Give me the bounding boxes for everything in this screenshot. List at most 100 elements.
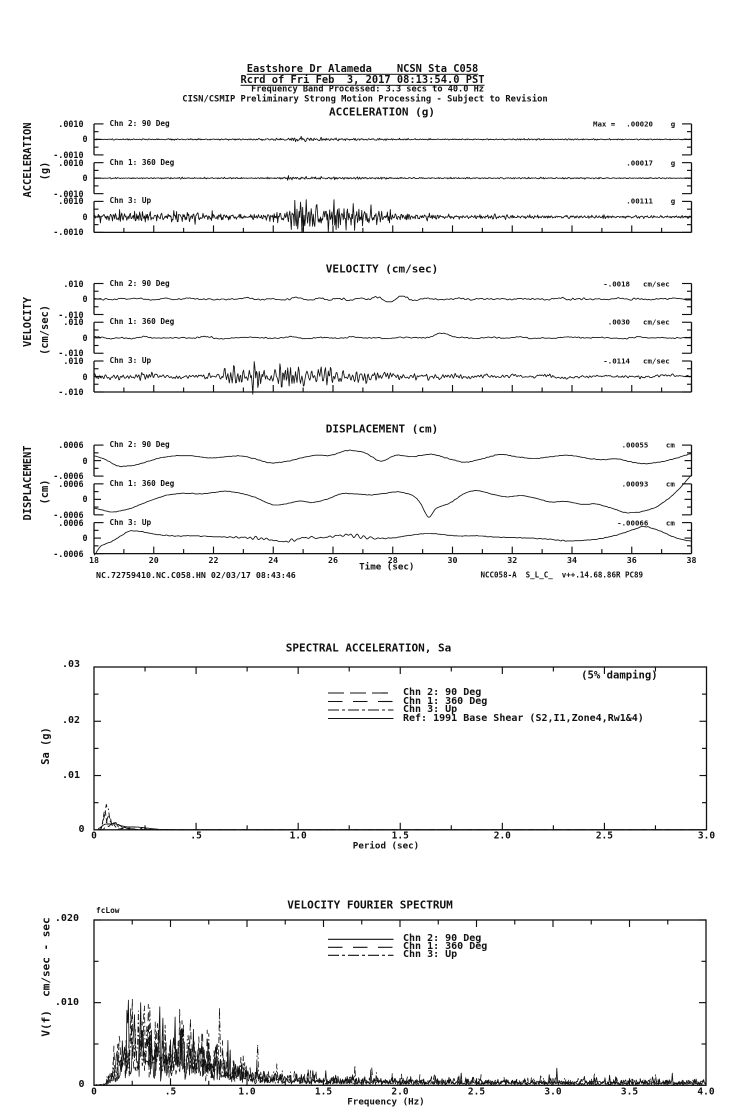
accel-trace-0-channel-label: Chn 2: 90 Deg [109, 119, 170, 129]
accel-trace-1-ytick-top: .0010 [58, 157, 84, 168]
accel-trace-0-ytick-zero: 0 [82, 134, 88, 145]
time-tick-label-28: 28 [387, 554, 398, 565]
accel-trace-1-waveform [93, 175, 692, 181]
fourier-xtick-label-2: 1.0 [238, 1086, 256, 1098]
disp-trace-1-max-unit: cm [665, 479, 675, 489]
fourier-legend-label-0: Chn 2: 90 Deg [403, 933, 482, 945]
time-tick-label-22: 22 [208, 554, 219, 565]
sa-legend-label-1: Chn 1: 360 Deg [403, 695, 488, 707]
vel-trace-0-ytick-zero: 0 [82, 293, 88, 304]
accel-trace-1-max-value: .00017 [626, 157, 653, 167]
header-station-line: Eastshore Dr Alameda NCSN Sta C058 [246, 63, 479, 76]
disp-trace-1-max-value: .00093 [621, 479, 649, 489]
fourier-ytick-label-2: 0 [78, 1079, 85, 1091]
disp-trace-2-waveform [93, 526, 692, 556]
fourier-legend-label-2: Chn 3: Up [403, 949, 458, 961]
vel-trace-2-max-value: -.0114 [603, 356, 630, 366]
sa-xlabel: Period (sec) [352, 839, 420, 851]
sa-frame [93, 666, 708, 831]
time-tick-label-26: 26 [328, 554, 338, 565]
sa-legend-label-0: Chn 2: 90 Deg [403, 687, 482, 698]
vel-trace-0-max-value: -.0018 [603, 278, 630, 288]
time-tick-label-18: 18 [89, 554, 99, 565]
disp-trace-0-ytick-zero: 0 [82, 455, 88, 466]
disp-trace-0-channel-label: Chn 2: 90 Deg [109, 440, 170, 450]
sa-curve-0 [98, 809, 707, 831]
fourier-xtick-label-5: 2.5 [467, 1086, 486, 1098]
disp-trace-2-max-unit: cm [665, 517, 675, 527]
sa-xtick-label-6: 3.0 [697, 830, 716, 842]
sa-xtick-label-5: 2.5 [595, 830, 613, 842]
vel-trace-1-ytick-zero: 0 [82, 332, 88, 343]
disp-trace-0-max-unit: cm [665, 440, 675, 450]
fourier-curve-0 [95, 999, 706, 1086]
sa-ytick-label-2: .01 [61, 769, 80, 781]
disp-trace-0-max-value: .00055 [621, 440, 649, 450]
sa-curve-1 [98, 814, 707, 831]
vel-trace-2-waveform [93, 361, 692, 395]
sa-xtick-label-2: 1.0 [289, 830, 307, 842]
accel-trace-0-ytick-bottom: -.0010 [53, 149, 84, 160]
accel-trace-2-ytick-bottom: -.0010 [53, 227, 84, 238]
accel-trace-1-ytick-bottom: -.0010 [53, 188, 84, 199]
accel-trace-2-max-unit: g [670, 196, 676, 206]
fourier-ytick-label-0: .020 [54, 912, 79, 924]
accel-trace-2-ytick-top: .0010 [58, 196, 84, 207]
fourier-xtick-label-1: .5 [164, 1086, 177, 1098]
header-processing-note-line: CISN/CSMIP Preliminary Strong Motion Pro… [182, 94, 548, 105]
sa-title: SPECTRAL ACCELERATION, Sa [285, 641, 452, 655]
vel-trace-2-max-unit: cm/sec [643, 356, 670, 366]
vel-trace-2-ytick-zero: 0 [82, 371, 88, 382]
fourier-legend-label-1: Chn 1: 360 Deg [403, 941, 488, 953]
vel-trace-2-channel-label: Chn 3: Up [109, 356, 152, 366]
fourier-xtick-label-3: 1.5 [314, 1086, 333, 1098]
accel-trace-0-waveform [93, 135, 692, 143]
vel-trace-0-waveform [93, 295, 692, 303]
disp-trace-2-channel-label: Chn 3: Up [109, 517, 152, 527]
disp-trace-0-ytick-bottom: -.0006 [53, 470, 84, 481]
vel-trace-1-waveform [93, 332, 692, 340]
fourier-xtick-label-7: 3.5 [620, 1086, 639, 1098]
sa-damping-note: (5% damping) [581, 669, 658, 682]
sa-ytick-label-1: .02 [61, 715, 80, 727]
vel-trace-0-max-unit: cm/sec [643, 278, 670, 288]
fourier-xlabel: Frequency (Hz) [347, 1096, 425, 1108]
vel-trace-1-ytick-top: .010 [63, 317, 84, 328]
vel-trace-0-channel-label: Chn 2: 90 Deg [109, 278, 170, 288]
fourier-curve-2 [95, 1005, 707, 1086]
vel-trace-1-max-value: .0030 [607, 317, 630, 327]
vel-panel-title: VELOCITY (cm/sec) [325, 262, 439, 275]
accel-trace-0-ytick-top: .0010 [58, 118, 84, 129]
vel-trace-1-channel-label: Chn 1: 360 Deg [109, 317, 175, 327]
accel-trace-2-channel-label: Chn 3: Up [109, 196, 152, 206]
time-tick-label-38: 38 [686, 554, 697, 565]
fourier-corner-note: fcLow [96, 905, 120, 915]
disp-trace-1-ytick-top: .0006 [58, 478, 84, 489]
disp-trace-1-ytick-bottom: -.0006 [53, 509, 84, 520]
vel-trace-2-ytick-top: .010 [63, 355, 84, 366]
header-record-line: Rcrd of Fri Feb 3, 2017 08:13:54.0 PST [240, 73, 485, 86]
accel-trace-1-channel-label: Chn 1: 360 Deg [109, 157, 175, 167]
accel-trace-2-max-value: .00111 [626, 196, 653, 206]
disp-trace-2-ytick-top: .0006 [58, 517, 84, 528]
disp-panel-title: DISPLACEMENT (cm) [325, 422, 439, 436]
disp-trace-1-channel-label: Chn 1: 360 Deg [109, 478, 175, 488]
sa-xtick-label-1: .5 [190, 830, 202, 842]
sa-ylabel: Sa (g) [39, 727, 52, 765]
accel-trace-0-max-unit: g [670, 119, 676, 129]
accel-trace-0-max-value: .00020 [626, 119, 653, 129]
sa-xtick-label-3: 1.5 [391, 830, 409, 842]
disp-trace-2-max-value: -.00066 [617, 517, 649, 527]
time-tick-label-34: 34 [567, 554, 577, 565]
disp-trace-1-ytick-zero: 0 [82, 494, 88, 505]
vel-trace-0-ytick-top: .010 [63, 278, 84, 289]
record-id-note: NC.72759410.NC.C058.HN 02/03/17 08:43:46 [96, 569, 296, 580]
accel-trace-2-ytick-zero: 0 [82, 211, 88, 222]
disp-trace-2-ytick-zero: 0 [82, 532, 88, 543]
sa-xtick-label-0: 0 [91, 830, 97, 842]
time-axis-label: Time (sec) [359, 560, 415, 572]
time-tick-label-24: 24 [268, 554, 279, 565]
sa-curve-2 [98, 804, 707, 831]
